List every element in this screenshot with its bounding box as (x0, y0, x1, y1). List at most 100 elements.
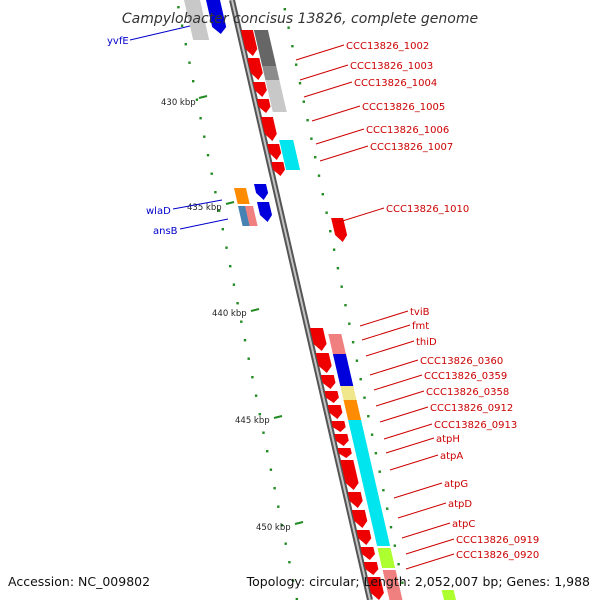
gene-arrow (309, 328, 327, 351)
gene-label[interactable]: atpH (436, 434, 460, 445)
feature-band (382, 570, 403, 600)
gene-label[interactable]: CCC13826_1007 (370, 142, 453, 153)
tick-dot (321, 193, 324, 196)
tick-dot (192, 80, 195, 83)
gene-arrow (337, 448, 352, 458)
gene-label[interactable]: CCC13826_1003 (350, 61, 433, 72)
tick-dot (314, 156, 317, 159)
right-label-connector (405, 553, 455, 570)
genome-backbone-highlight (231, 0, 371, 600)
feature-band (328, 334, 346, 354)
kbp-tick (225, 201, 235, 205)
gene-label-yvfe[interactable]: yvfE (107, 36, 129, 47)
tick-dot (236, 302, 239, 305)
kbp-label: 440 kbp (212, 309, 247, 319)
tick-dot (251, 376, 254, 379)
tick-dot (283, 8, 286, 11)
gene-label[interactable]: CCC13826_1006 (366, 125, 449, 136)
tick-dot (203, 135, 206, 138)
right-label-connector (389, 454, 439, 471)
gene-arrow (356, 530, 372, 545)
tick-dot (298, 82, 302, 85)
tick-dot (340, 285, 343, 288)
gene-label[interactable]: atpG (444, 479, 468, 490)
genome-summary-text: Topology: circular; Length: 2,052,007 bp… (246, 574, 590, 589)
tick-dot (295, 63, 298, 66)
feature-band (262, 66, 280, 80)
gene-label[interactable]: CCC13826_0358 (426, 387, 509, 398)
tick-track-outer (177, 6, 298, 600)
gene-label[interactable]: CCC13826_1002 (346, 41, 429, 52)
tick-dot (214, 191, 217, 194)
tick-dot (348, 322, 351, 325)
gene-label[interactable]: CCC13826_1005 (362, 102, 445, 113)
tick-dot (273, 487, 276, 490)
kbp-tick (273, 415, 283, 419)
gene-label[interactable]: CCC13826_0919 (456, 535, 539, 546)
feature-band (265, 80, 287, 112)
tick-dot (291, 45, 294, 48)
gene-arrow (256, 99, 271, 113)
right-gene-labels: CCC13826_1002 CCC13826_1003 CCC13826_1004 C… (295, 41, 539, 570)
left-label-connector (172, 199, 223, 210)
accession-text: Accession: NC_009802 (8, 574, 150, 589)
gene-arrow (257, 202, 272, 222)
tick-dot (221, 228, 224, 231)
gene-arrow (351, 510, 368, 528)
gene-label[interactable]: CCC13826_0913 (434, 420, 517, 431)
kbp-tick (198, 95, 208, 99)
kbp-label: 435 kbp (187, 203, 222, 213)
tick-dot (355, 359, 359, 362)
gene-label[interactable]: CCC13826_0920 (456, 550, 539, 561)
right-label-connector (299, 64, 349, 81)
gene-label-wlad[interactable]: wlaD (146, 206, 171, 217)
gene-arrow (252, 82, 267, 97)
tick-dot (351, 341, 355, 344)
gene-label[interactable]: CCC13826_1004 (354, 78, 437, 89)
tick-dot (266, 450, 269, 453)
gene-arrow (206, 0, 227, 34)
gene-label[interactable]: atpA (440, 451, 463, 462)
gene-label[interactable]: CCC13826_1010 (386, 204, 469, 215)
right-label-connector (359, 310, 409, 327)
kbp-tick (294, 521, 304, 525)
map-title: Campylobacter concisus 13826, complete g… (122, 11, 478, 27)
tick-dot (269, 468, 273, 471)
tick-dot (254, 394, 258, 397)
tick-dot (295, 598, 298, 600)
gene-label[interactable]: CCC13826_0359 (424, 371, 507, 382)
gene-arrow (347, 492, 363, 508)
feature-band (343, 400, 362, 420)
tick-dot (401, 581, 404, 584)
tick-dot (389, 526, 393, 529)
gene-label[interactable]: CCC13826_0912 (430, 403, 513, 414)
gene-label[interactable]: thiD (416, 337, 437, 348)
right-label-connector (373, 374, 423, 391)
gene-label-ansb[interactable]: ansB (153, 226, 178, 237)
tick-dot (262, 431, 265, 434)
tick-dot (195, 98, 199, 101)
tick-dot (206, 154, 210, 157)
tick-dot (217, 209, 221, 212)
gene-label[interactable]: atpD (448, 499, 472, 510)
gene-label[interactable]: CCC13826_0360 (420, 356, 503, 367)
gene-arrow (247, 58, 263, 80)
tick-dot (329, 230, 332, 233)
right-label-connector (401, 522, 451, 539)
tick-dot (180, 24, 184, 27)
gene-arrow (340, 460, 359, 490)
gene-arrow (260, 117, 277, 141)
tick-dot (306, 119, 309, 122)
gene-label[interactable]: tviB (410, 307, 430, 318)
tick-dot (287, 26, 290, 29)
gene-arrow (240, 30, 258, 56)
feature-band (245, 206, 258, 226)
gene-label[interactable]: atpC (452, 519, 475, 530)
tick-dot (240, 320, 243, 323)
right-label-connector (335, 207, 385, 224)
tick-dot (344, 304, 347, 307)
right-label-connector (385, 437, 435, 454)
right-label-connector (379, 406, 429, 423)
gene-label[interactable]: fmt (412, 321, 429, 332)
